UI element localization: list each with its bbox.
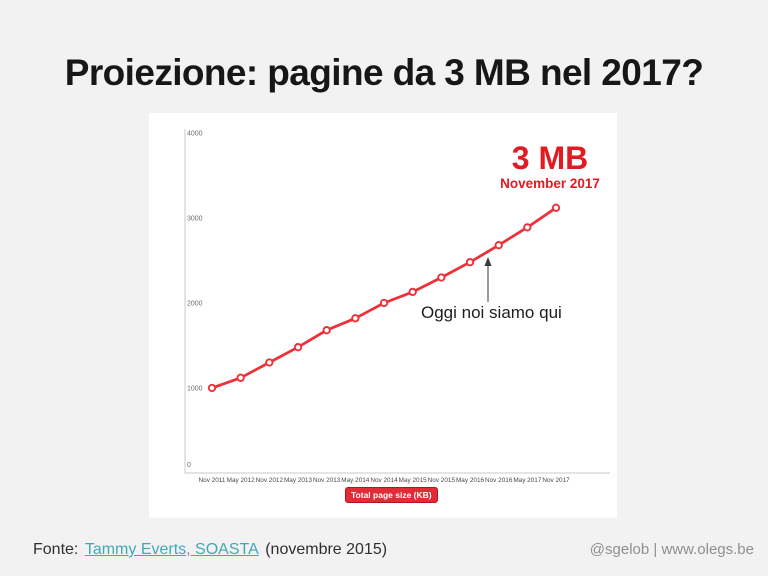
today-arrow-head xyxy=(484,257,492,266)
data-point xyxy=(408,287,417,297)
y-tick-label: 2000 xyxy=(187,301,203,308)
november-2017-label: November 2017 xyxy=(500,176,600,191)
data-point xyxy=(265,358,274,367)
y-tick-label: 1000 xyxy=(187,386,203,393)
x-tick-label: Nov 2017 xyxy=(542,477,570,484)
today-annotation: Oggi noi siamo qui xyxy=(421,303,562,322)
three-mb-label: 3 MB xyxy=(511,140,589,176)
source-link[interactable]: Tammy Everts, SOASTA xyxy=(84,541,259,558)
data-point xyxy=(379,298,389,308)
slide-title: Proiezione: pagine da 3 MB nel 2017? xyxy=(64,52,704,93)
x-tick-label: Nov 2011 xyxy=(199,477,226,484)
x-tick-label: May 2013 xyxy=(284,477,313,484)
data-point xyxy=(351,314,360,323)
data-point xyxy=(551,203,561,212)
x-tick-label: May 2015 xyxy=(399,477,428,484)
x-tick-label: May 2014 xyxy=(341,477,370,484)
legend-label: Total page size (KB) xyxy=(351,490,432,500)
data-point xyxy=(207,383,217,393)
x-tick-label: May 2016 xyxy=(456,477,485,484)
chart-panel: 0 1000 2000 3000 4000 Nov 2011 May 2012 Nov 201… xyxy=(149,113,617,518)
y-tick-label: 3000 xyxy=(187,216,203,223)
y-tick-label: 0 xyxy=(187,462,191,469)
data-point xyxy=(293,343,303,352)
page-size-line xyxy=(211,206,557,390)
x-tick-label: May 2012 xyxy=(227,477,256,484)
footer: Fonte: Tammy Everts, SOASTA (novembre 20… xyxy=(33,541,754,559)
data-point xyxy=(494,241,503,250)
x-tick-label: Nov 2015 xyxy=(428,477,456,484)
page-size-badge: Total page size (KB) xyxy=(345,487,438,503)
data-point xyxy=(523,223,532,232)
source-prefix: Fonte: xyxy=(33,541,79,558)
data-point xyxy=(322,326,331,335)
data-point xyxy=(437,273,446,282)
credit: @sgelob | www.olegs.be xyxy=(589,541,754,558)
data-point xyxy=(236,373,245,382)
source-line: Fonte: Tammy Everts, SOASTA (novembre 20… xyxy=(33,541,387,559)
data-point xyxy=(465,258,475,267)
x-tick-label: Nov 2012 xyxy=(256,477,284,484)
x-tick-label: Nov 2016 xyxy=(485,477,513,484)
x-tick-label: May 2017 xyxy=(513,477,542,484)
x-tick-label: Nov 2013 xyxy=(313,477,341,484)
y-tick-label: 4000 xyxy=(187,131,203,138)
x-tick-label: Nov 2014 xyxy=(370,477,398,484)
source-suffix: (novembre 2015) xyxy=(265,541,388,558)
